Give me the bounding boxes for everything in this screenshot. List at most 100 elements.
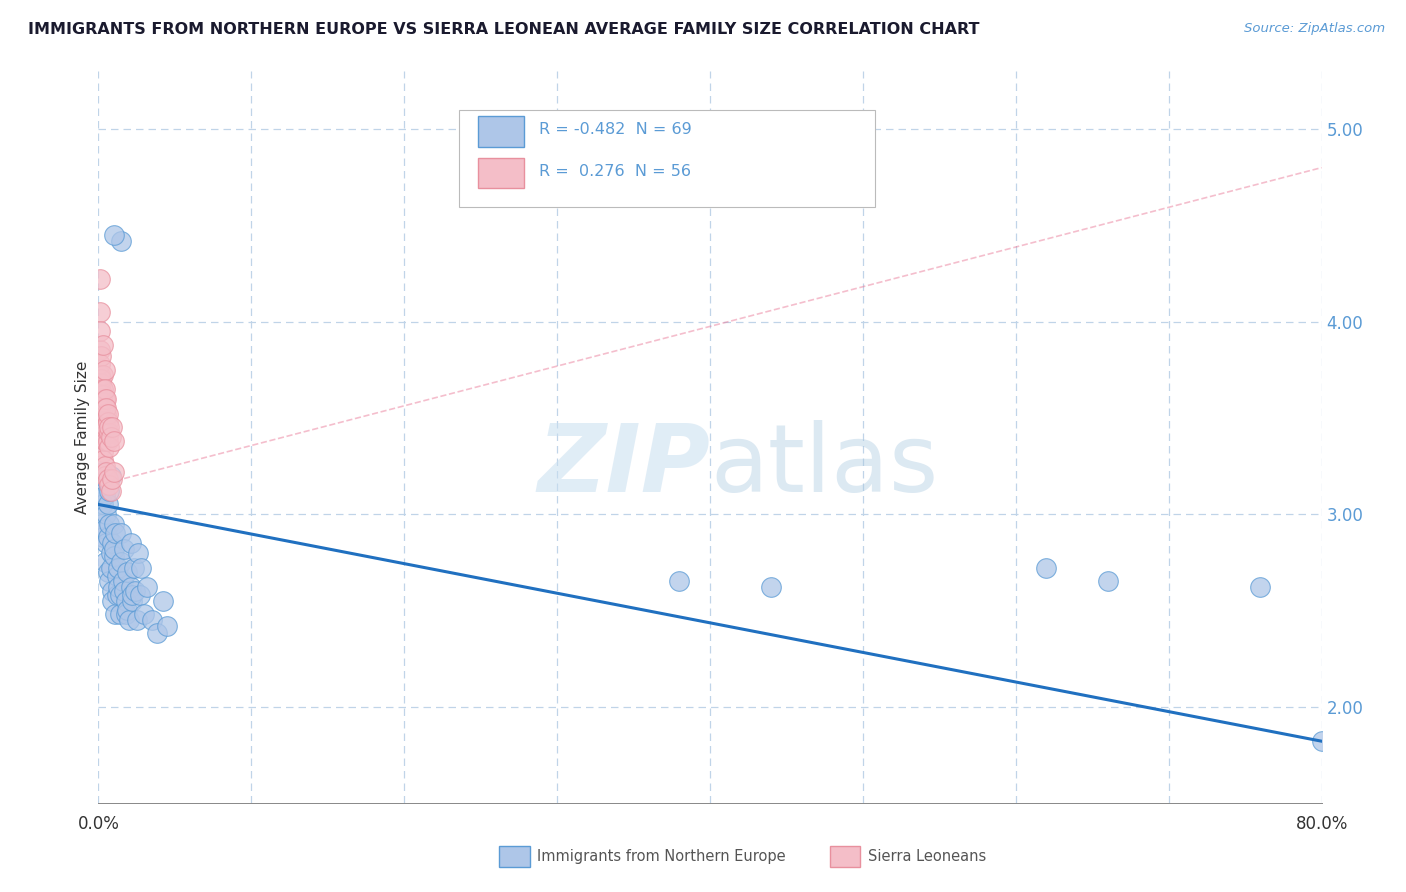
Point [97,415,120,429]
Point [100,430,122,444]
Text: R = -0.482  N = 69: R = -0.482 N = 69 [538,122,692,137]
Point [108,588,131,602]
Point [117,603,139,617]
Point [89,368,111,383]
Point [101,584,124,599]
Point [91,337,114,351]
Point [91,530,114,544]
Point [104,526,127,541]
Point [759,580,782,594]
Point [125,613,148,627]
Point [89,401,111,416]
Point [103,541,125,556]
Point [98,420,121,434]
Point [1249,580,1271,594]
Point [89,272,111,286]
Point [90,388,112,402]
Point [103,227,125,242]
Point [90,376,112,391]
Point [105,568,128,582]
Point [90,407,112,421]
Point [93,401,115,416]
Point [100,545,122,559]
Point [93,362,115,376]
Point [101,593,124,607]
Point [93,392,115,406]
Point [107,561,129,575]
Point [108,607,131,622]
Point [94,536,117,550]
FancyBboxPatch shape [460,110,875,207]
Point [91,401,114,416]
Point [115,607,138,622]
Point [1035,561,1057,575]
Point [121,588,143,602]
Point [98,483,121,498]
Point [97,498,120,512]
Point [668,574,690,589]
Point [110,555,132,569]
FancyBboxPatch shape [478,158,524,188]
Point [101,472,124,486]
Point [94,507,117,521]
Point [1310,734,1333,748]
Point [122,561,145,575]
Point [91,453,114,467]
Point [93,488,115,502]
Point [112,584,135,599]
Point [90,349,112,363]
Point [98,478,121,492]
Point [91,368,114,383]
Point [110,526,132,541]
Point [100,468,122,483]
Point [100,561,122,575]
Point [89,324,111,338]
Point [117,565,139,579]
Point [101,420,124,434]
Point [89,382,111,396]
Point [90,372,112,386]
Point [98,574,121,589]
Point [97,565,120,579]
Point [93,415,115,429]
Point [89,357,111,371]
Point [90,430,112,444]
Point [90,516,112,531]
Point [89,343,111,358]
Text: Sierra Leoneans: Sierra Leoneans [868,849,986,863]
Point [94,420,117,434]
Point [97,472,120,486]
Point [98,440,121,454]
Point [103,434,125,448]
Point [91,420,114,434]
Point [93,523,115,537]
Point [129,561,152,575]
Y-axis label: Average Family Size: Average Family Size [75,360,90,514]
FancyBboxPatch shape [478,116,524,146]
Point [115,593,138,607]
Point [156,618,179,632]
Point [120,580,142,594]
Point [101,536,124,550]
Text: Source: ZipAtlas.com: Source: ZipAtlas.com [1244,22,1385,36]
Point [93,420,115,434]
Point [97,530,120,544]
Point [91,445,114,459]
Point [93,458,115,473]
Point [90,440,112,454]
Point [98,516,121,531]
Point [91,388,114,402]
Point [120,536,142,550]
Point [136,580,159,594]
Point [97,407,120,421]
Point [91,382,114,396]
Point [152,593,174,607]
Text: IMMIGRANTS FROM NORTHERN EUROPE VS SIERRA LEONEAN AVERAGE FAMILY SIZE CORRELATIO: IMMIGRANTS FROM NORTHERN EUROPE VS SIERR… [28,22,980,37]
Point [97,434,120,448]
Point [94,407,117,421]
Point [121,593,143,607]
Point [100,483,122,498]
Text: ZIP: ZIP [537,420,710,512]
Point [91,498,114,512]
Point [107,580,129,594]
